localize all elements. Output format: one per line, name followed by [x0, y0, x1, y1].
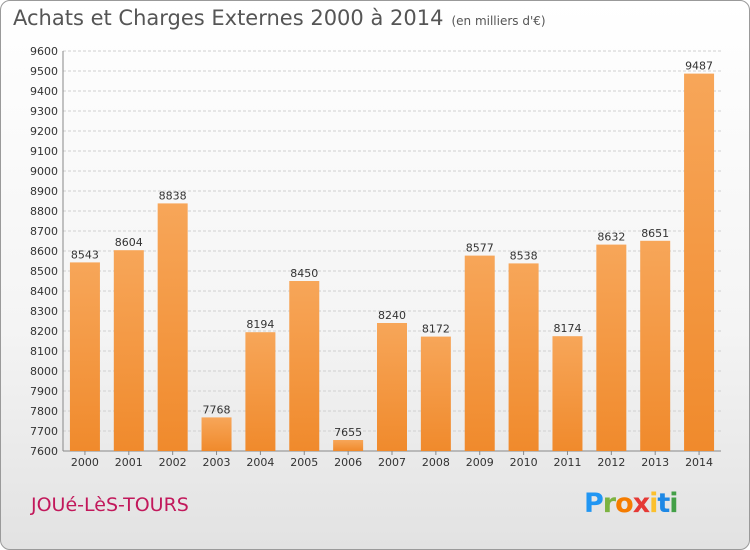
logo-letter: r — [602, 488, 616, 519]
proxiti-logo[interactable]: Proxiti — [584, 488, 679, 519]
bar — [552, 336, 583, 451]
bar — [508, 263, 539, 451]
bar — [464, 255, 495, 451]
bar — [289, 281, 320, 451]
x-tick-label: 2002 — [159, 456, 187, 469]
y-tick-label: 8700 — [30, 225, 58, 238]
y-tick-label: 9600 — [30, 45, 58, 58]
logo-letter: P — [584, 488, 604, 519]
y-tick-label: 8800 — [30, 205, 58, 218]
x-tick-label: 2004 — [246, 456, 274, 469]
chart-title: Achats et Charges Externes 2000 à 2014 (e… — [13, 6, 546, 30]
x-tick-label: 2007 — [378, 456, 406, 469]
x-tick-label: 2008 — [422, 456, 450, 469]
bar — [596, 244, 627, 451]
data-label: 8632 — [597, 231, 625, 244]
x-tick-label: 2006 — [334, 456, 362, 469]
bar — [69, 262, 100, 451]
bar — [377, 323, 407, 451]
logo-letter: i — [649, 488, 658, 519]
y-tick-label: 7800 — [30, 405, 58, 418]
data-label: 9487 — [685, 60, 713, 73]
y-tick-label: 9200 — [30, 125, 58, 138]
y-tick-label: 9100 — [30, 145, 58, 158]
data-label: 7768 — [203, 403, 231, 416]
x-tick-label: 2010 — [510, 456, 538, 469]
x-tick-label: 2013 — [641, 456, 669, 469]
y-tick-label: 9000 — [30, 165, 58, 178]
bar — [333, 440, 364, 451]
bar — [201, 417, 232, 451]
x-tick-label: 2000 — [71, 456, 99, 469]
y-tick-label: 8200 — [30, 325, 58, 338]
x-tick-label: 2003 — [203, 456, 231, 469]
logo-letter: o — [615, 488, 634, 519]
commune-name: JOUé-LèS-TOURS — [31, 494, 189, 516]
x-tick-label: 2014 — [685, 456, 713, 469]
data-label: 8172 — [422, 323, 450, 336]
x-tick-label: 2009 — [466, 456, 494, 469]
y-tick-label: 8500 — [30, 265, 58, 278]
bar — [245, 332, 276, 451]
bar — [113, 250, 144, 451]
x-tick-label: 2001 — [115, 456, 143, 469]
y-tick-label: 9300 — [30, 105, 58, 118]
y-tick-label: 8000 — [30, 365, 58, 378]
y-tick-label: 7900 — [30, 385, 58, 398]
data-label: 8450 — [290, 267, 318, 280]
bar — [157, 203, 188, 451]
y-tick-label: 9500 — [30, 65, 58, 78]
y-tick-label: 8900 — [30, 185, 58, 198]
x-tick-label: 2005 — [290, 456, 318, 469]
bar — [684, 73, 715, 451]
y-tick-label: 7600 — [30, 445, 58, 458]
data-label: 8604 — [115, 236, 143, 249]
data-label: 7655 — [334, 426, 362, 439]
bar — [640, 240, 671, 451]
logo-letter: t — [657, 488, 670, 519]
y-tick-label: 9400 — [30, 85, 58, 98]
data-label: 8194 — [246, 318, 274, 331]
y-tick-label: 8400 — [30, 285, 58, 298]
logo-letter: i — [669, 488, 678, 519]
data-label: 8838 — [159, 189, 187, 202]
data-label: 8174 — [553, 322, 581, 335]
data-label: 8543 — [71, 248, 99, 261]
y-tick-label: 8300 — [30, 305, 58, 318]
data-label: 8240 — [378, 309, 406, 322]
data-label: 8577 — [466, 242, 494, 255]
x-tick-label: 2012 — [597, 456, 625, 469]
data-label: 8538 — [510, 249, 538, 262]
y-tick-label: 8600 — [30, 245, 58, 258]
data-label: 8651 — [641, 227, 669, 240]
y-tick-label: 7700 — [30, 425, 58, 438]
y-tick-label: 8100 — [30, 345, 58, 358]
chart-subtitle: (en milliers d'€) — [451, 14, 546, 28]
bar — [420, 336, 451, 451]
logo-letter: x — [632, 488, 650, 519]
title-text: Achats et Charges Externes 2000 à 2014 — [13, 6, 444, 30]
x-tick-label: 2011 — [553, 456, 581, 469]
